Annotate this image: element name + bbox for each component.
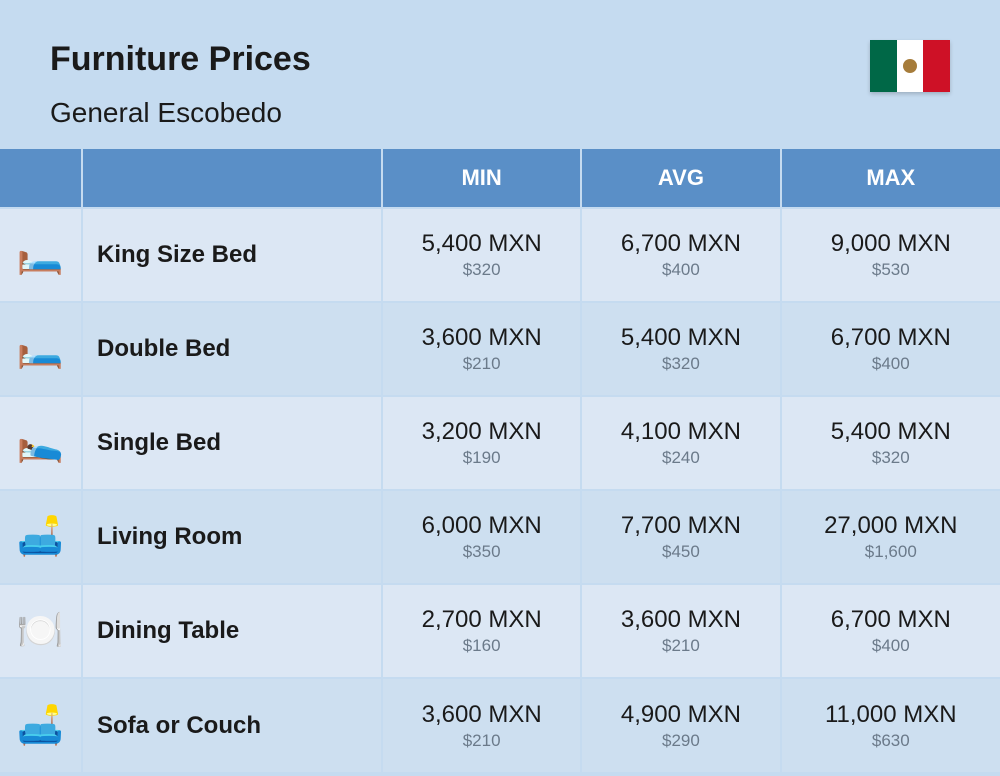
page-title: Furniture Prices <box>50 40 311 79</box>
price-max-mxn: 11,000 MXN <box>782 701 1000 729</box>
col-max: MAX <box>781 149 1000 208</box>
price-max-usd: $320 <box>782 448 1000 468</box>
price-min: 3,200 MXN$190 <box>382 396 581 490</box>
price-table: MIN AVG MAX 🛏️King Size Bed5,400 MXN$320… <box>0 149 1000 772</box>
price-min-usd: $320 <box>383 260 580 280</box>
price-max-mxn: 6,700 MXN <box>782 324 1000 352</box>
price-avg-mxn: 4,900 MXN <box>582 701 779 729</box>
furniture-name: King Size Bed <box>82 208 382 302</box>
price-avg-usd: $400 <box>582 260 779 280</box>
col-icon <box>0 149 82 208</box>
price-avg: 6,700 MXN$400 <box>581 208 780 302</box>
price-max: 6,700 MXN$400 <box>781 584 1000 678</box>
price-min-usd: $190 <box>383 448 580 468</box>
table-row: 🛌Single Bed3,200 MXN$1904,100 MXN$2405,4… <box>0 396 1000 490</box>
header: Furniture Prices General Escobedo <box>0 0 1000 149</box>
table-row: 🛋️Living Room6,000 MXN$3507,700 MXN$4502… <box>0 490 1000 584</box>
titles: Furniture Prices General Escobedo <box>50 40 311 129</box>
price-avg-mxn: 5,400 MXN <box>582 324 779 352</box>
price-max: 5,400 MXN$320 <box>781 396 1000 490</box>
price-min: 5,400 MXN$320 <box>382 208 581 302</box>
furniture-name: Double Bed <box>82 302 382 396</box>
col-avg: AVG <box>581 149 780 208</box>
price-min-mxn: 3,600 MXN <box>383 701 580 729</box>
price-max-usd: $630 <box>782 731 1000 751</box>
price-avg-mxn: 6,700 MXN <box>582 230 779 258</box>
furniture-name: Living Room <box>82 490 382 584</box>
price-min-mxn: 2,700 MXN <box>383 606 580 634</box>
price-max-usd: $1,600 <box>782 542 1000 562</box>
page-subtitle: General Escobedo <box>50 97 311 129</box>
price-avg-usd: $290 <box>582 731 779 751</box>
price-min-mxn: 3,200 MXN <box>383 418 580 446</box>
table-row: 🛏️King Size Bed5,400 MXN$3206,700 MXN$40… <box>0 208 1000 302</box>
price-max: 27,000 MXN$1,600 <box>781 490 1000 584</box>
price-min: 3,600 MXN$210 <box>382 678 581 772</box>
price-avg-usd: $450 <box>582 542 779 562</box>
price-max-usd: $400 <box>782 354 1000 374</box>
price-avg: 3,600 MXN$210 <box>581 584 780 678</box>
price-avg: 5,400 MXN$320 <box>581 302 780 396</box>
price-min-usd: $210 <box>383 731 580 751</box>
table-header-row: MIN AVG MAX <box>0 149 1000 208</box>
price-avg: 7,700 MXN$450 <box>581 490 780 584</box>
price-max: 9,000 MXN$530 <box>781 208 1000 302</box>
col-name <box>82 149 382 208</box>
furniture-icon: 🛏️ <box>0 302 82 396</box>
furniture-name: Sofa or Couch <box>82 678 382 772</box>
furniture-icon: 🛌 <box>0 396 82 490</box>
col-min: MIN <box>382 149 581 208</box>
price-min-usd: $160 <box>383 636 580 656</box>
price-max-usd: $530 <box>782 260 1000 280</box>
price-max-mxn: 27,000 MXN <box>782 512 1000 540</box>
price-avg-mxn: 4,100 MXN <box>582 418 779 446</box>
price-avg-usd: $240 <box>582 448 779 468</box>
price-min-mxn: 5,400 MXN <box>383 230 580 258</box>
price-min: 6,000 MXN$350 <box>382 490 581 584</box>
mexico-flag-icon <box>870 40 950 92</box>
price-min: 2,700 MXN$160 <box>382 584 581 678</box>
price-min-usd: $210 <box>383 354 580 374</box>
furniture-icon: 🛋️ <box>0 678 82 772</box>
price-max-usd: $400 <box>782 636 1000 656</box>
price-min: 3,600 MXN$210 <box>382 302 581 396</box>
table-row: 🛏️Double Bed3,600 MXN$2105,400 MXN$3206,… <box>0 302 1000 396</box>
price-avg: 4,900 MXN$290 <box>581 678 780 772</box>
furniture-icon: 🛏️ <box>0 208 82 302</box>
price-max: 11,000 MXN$630 <box>781 678 1000 772</box>
price-min-mxn: 6,000 MXN <box>383 512 580 540</box>
price-min-usd: $350 <box>383 542 580 562</box>
price-min-mxn: 3,600 MXN <box>383 324 580 352</box>
furniture-icon: 🍽️ <box>0 584 82 678</box>
price-avg-mxn: 3,600 MXN <box>582 606 779 634</box>
price-avg-usd: $210 <box>582 636 779 656</box>
table-row: 🍽️Dining Table2,700 MXN$1603,600 MXN$210… <box>0 584 1000 678</box>
price-max: 6,700 MXN$400 <box>781 302 1000 396</box>
price-avg: 4,100 MXN$240 <box>581 396 780 490</box>
furniture-name: Dining Table <box>82 584 382 678</box>
table-row: 🛋️Sofa or Couch3,600 MXN$2104,900 MXN$29… <box>0 678 1000 772</box>
price-avg-usd: $320 <box>582 354 779 374</box>
price-max-mxn: 5,400 MXN <box>782 418 1000 446</box>
furniture-icon: 🛋️ <box>0 490 82 584</box>
price-max-mxn: 6,700 MXN <box>782 606 1000 634</box>
furniture-name: Single Bed <box>82 396 382 490</box>
price-max-mxn: 9,000 MXN <box>782 230 1000 258</box>
price-avg-mxn: 7,700 MXN <box>582 512 779 540</box>
